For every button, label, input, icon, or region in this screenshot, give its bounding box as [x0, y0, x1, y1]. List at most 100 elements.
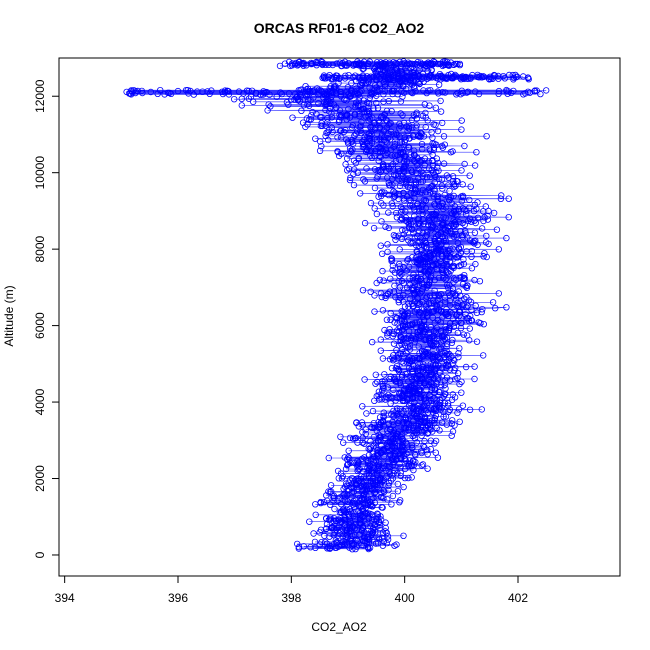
data-point	[378, 534, 386, 541]
data-point	[454, 329, 461, 337]
data-point	[419, 313, 427, 320]
data-point	[317, 122, 325, 130]
data-point	[449, 428, 457, 435]
data-point	[438, 202, 445, 210]
data-point	[475, 319, 482, 326]
data-point	[351, 459, 358, 467]
data-point	[397, 203, 405, 211]
data-point	[156, 86, 164, 94]
data-point	[373, 59, 381, 66]
data-point	[389, 90, 396, 98]
data-point	[354, 58, 361, 65]
data-point	[470, 207, 478, 215]
data-point	[366, 84, 373, 91]
data-point	[422, 381, 429, 388]
data-point	[324, 115, 331, 122]
data-point	[457, 324, 465, 332]
data-point	[480, 73, 487, 80]
data-point	[380, 90, 387, 98]
data-point	[398, 308, 405, 315]
data-point	[409, 254, 416, 261]
data-point	[398, 334, 405, 341]
data-point	[411, 403, 419, 411]
data-point	[483, 232, 490, 240]
data-point	[443, 347, 450, 354]
data-point	[313, 110, 320, 118]
data-point	[456, 418, 463, 425]
data-point	[374, 511, 382, 518]
data-point	[340, 439, 347, 446]
data-point	[420, 87, 427, 94]
data-point	[396, 58, 403, 66]
data-point	[325, 488, 332, 495]
y-tick-label: 2000	[33, 465, 47, 492]
data-point	[441, 381, 448, 388]
data-point	[524, 88, 532, 95]
data-point	[397, 98, 405, 105]
data-point	[443, 275, 450, 282]
data-point	[428, 221, 435, 229]
data-point	[384, 174, 391, 181]
data-point	[338, 134, 345, 141]
data-point	[422, 244, 430, 251]
data-point	[415, 165, 422, 173]
data-point	[512, 71, 519, 79]
data-point	[286, 58, 293, 66]
data-point	[367, 152, 374, 159]
data-point	[458, 167, 465, 174]
data-point	[378, 188, 386, 196]
data-point	[400, 89, 408, 96]
data-point	[427, 445, 434, 453]
data-point	[313, 85, 321, 92]
data-point	[346, 176, 354, 184]
data-point	[478, 225, 486, 232]
data-point	[396, 272, 403, 279]
data-point	[413, 274, 420, 282]
x-tick-label: 394	[55, 591, 75, 605]
data-point	[326, 71, 333, 79]
data-point	[458, 117, 465, 124]
data-point	[435, 291, 442, 299]
data-point	[385, 391, 392, 399]
data-point	[449, 391, 456, 398]
data-point	[409, 168, 416, 175]
data-point	[462, 73, 470, 81]
data-point	[437, 343, 444, 351]
data-point	[464, 88, 472, 95]
data-point	[342, 126, 349, 134]
data-point	[384, 130, 392, 137]
data-point	[391, 374, 398, 381]
data-point	[411, 282, 418, 289]
data-point	[300, 101, 308, 109]
data-point	[406, 295, 414, 302]
data-point	[377, 153, 384, 161]
data-point	[444, 400, 452, 407]
data-point	[463, 314, 471, 322]
data-point	[537, 90, 544, 98]
data-point	[473, 148, 480, 156]
data-point	[440, 213, 447, 221]
data-point	[400, 325, 407, 333]
data-point	[434, 159, 442, 167]
data-point	[439, 88, 446, 96]
data-point	[383, 162, 390, 170]
data-point	[491, 71, 498, 79]
data-point	[394, 405, 401, 412]
data-point	[224, 87, 231, 94]
data-point	[356, 89, 364, 96]
data-point	[363, 99, 371, 106]
data-point	[471, 238, 478, 245]
data-point	[449, 245, 456, 252]
data-point	[398, 214, 405, 222]
data-point	[455, 406, 463, 413]
data-point	[369, 475, 376, 483]
data-point	[389, 461, 397, 469]
data-point	[351, 110, 359, 118]
data-points-layer	[123, 58, 550, 553]
data-point	[434, 88, 441, 95]
data-point	[462, 227, 469, 235]
data-point	[372, 529, 379, 536]
data-point	[399, 148, 407, 156]
data-point	[434, 193, 441, 200]
